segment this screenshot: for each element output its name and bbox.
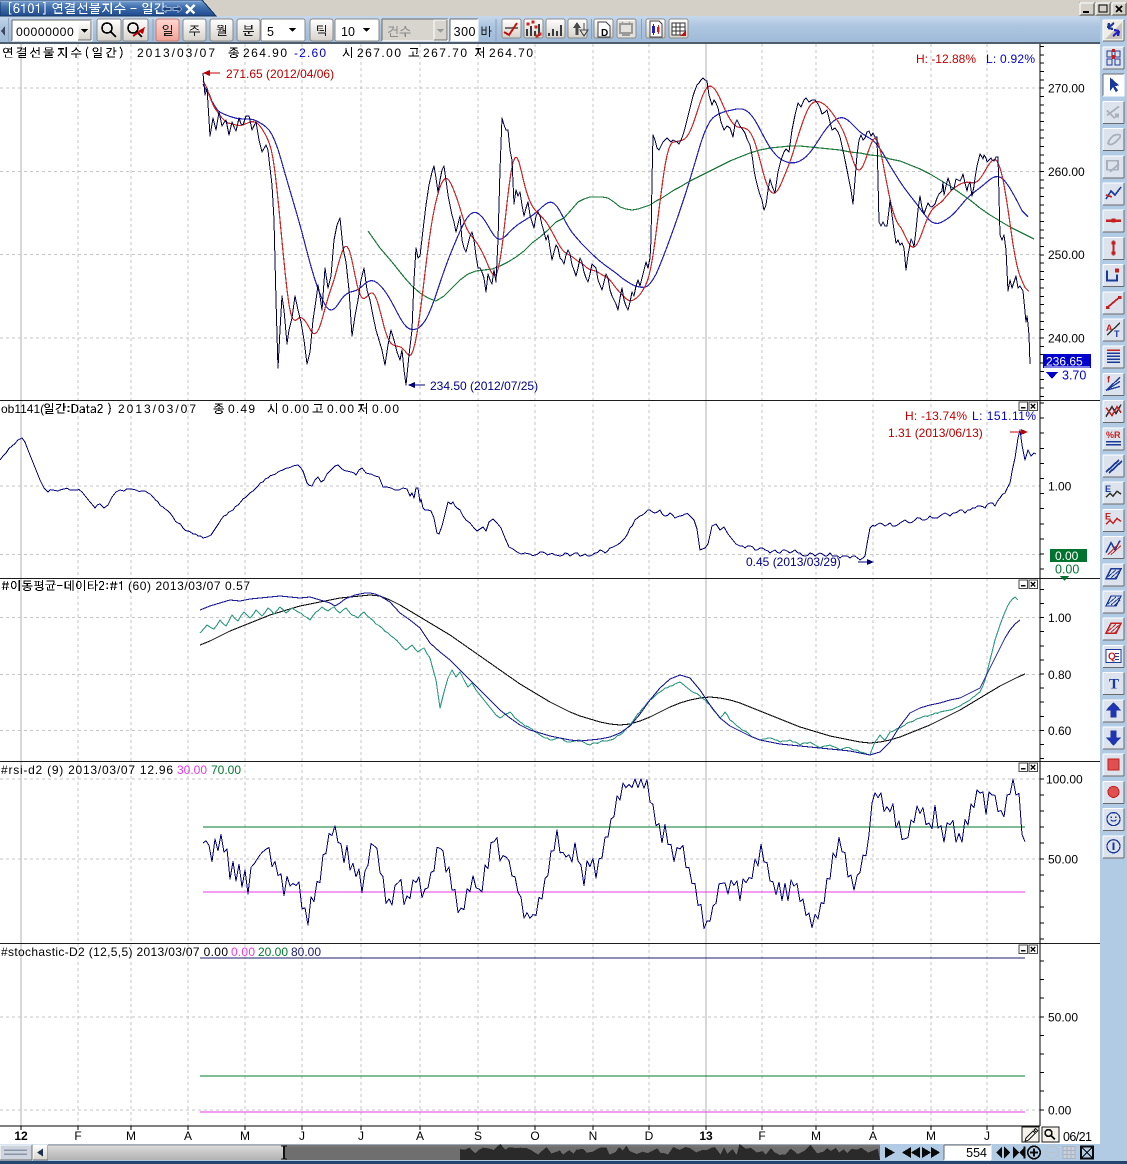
svg-text:234.50 (2012/07/25): 234.50 (2012/07/25) [430, 379, 538, 393]
svg-text:300: 300 [454, 25, 476, 39]
svg-text:L: 0.92%: L: 0.92% [986, 52, 1035, 66]
svg-text:271.65 (2012/04/06): 271.65 (2012/04/06) [226, 67, 334, 81]
svg-text:J: J [984, 1129, 990, 1143]
svg-text:L: 151.11%: L: 151.11% [972, 409, 1036, 423]
svg-text:270.00: 270.00 [1048, 82, 1085, 96]
svg-text:0.00: 0.00 [1055, 563, 1079, 577]
svg-text:f: f [1107, 374, 1111, 384]
svg-text:J: J [358, 1129, 364, 1143]
svg-text:0.00: 0.00 [1048, 1104, 1072, 1118]
svg-text:236.65: 236.65 [1046, 355, 1083, 369]
svg-text:O: O [530, 1129, 539, 1143]
svg-text:13: 13 [699, 1129, 713, 1143]
svg-text:F: F [758, 1129, 765, 1143]
svg-text:0.49: 0.49 [228, 402, 255, 416]
svg-text:267.70: 267.70 [423, 46, 467, 60]
svg-text:2013/03/07: 2013/03/07 [118, 402, 196, 416]
svg-text:30.00: 30.00 [177, 763, 207, 777]
svg-text:5: 5 [267, 25, 274, 39]
svg-text:0.00: 0.00 [231, 945, 255, 959]
svg-text:H: -13.74%: H: -13.74% [905, 409, 967, 423]
svg-text:T: T [1114, 329, 1120, 339]
svg-text:1.00: 1.00 [1048, 480, 1072, 494]
svg-text:M: M [240, 1129, 250, 1143]
svg-text:%R: %R [1106, 430, 1121, 440]
svg-text:264.90: 264.90 [243, 46, 287, 60]
svg-text:A: A [869, 1129, 877, 1143]
svg-text:T: T [1109, 677, 1119, 693]
svg-text:E: E [1105, 484, 1111, 494]
svg-text:264.70: 264.70 [489, 46, 533, 60]
svg-text:240.00: 240.00 [1048, 331, 1085, 345]
svg-text:1.00: 1.00 [1048, 611, 1072, 625]
svg-text:ob1141(: ob1141( [1, 402, 44, 416]
svg-text:50.00: 50.00 [1048, 1011, 1078, 1025]
svg-text:0.00: 0.00 [282, 402, 309, 416]
svg-text:0.00: 0.00 [327, 402, 354, 416]
svg-text:N: N [589, 1129, 598, 1143]
svg-text:100.00: 100.00 [1046, 773, 1083, 787]
svg-text:267.00: 267.00 [357, 46, 401, 60]
svg-text:D: D [645, 1129, 654, 1143]
svg-text:J: J [299, 1129, 305, 1143]
svg-text:2013/03/07: 2013/03/07 [137, 46, 215, 60]
svg-text:0.80: 0.80 [1048, 668, 1072, 682]
svg-text:0.00: 0.00 [372, 402, 399, 416]
svg-text:554: 554 [966, 1146, 987, 1160]
svg-text:Q: Q [1108, 651, 1116, 662]
svg-text:A: A [1106, 323, 1113, 333]
svg-text:0.60: 0.60 [1048, 724, 1072, 738]
svg-text:-2.60: -2.60 [294, 46, 326, 60]
svg-text:3.70: 3.70 [1062, 369, 1086, 383]
svg-text:E: E [1105, 511, 1111, 521]
svg-text:1.31 (2013/06/13): 1.31 (2013/06/13) [888, 426, 983, 440]
svg-text:D: D [601, 28, 608, 39]
svg-text:F: F [74, 1129, 81, 1143]
svg-text:S: S [474, 1129, 482, 1143]
svg-text:10: 10 [341, 25, 355, 39]
svg-text:#rsi-d2 (9) 2013/03/07 12.96: #rsi-d2 (9) 2013/03/07 12.96 [1, 763, 173, 777]
svg-text:250.00: 250.00 [1048, 248, 1085, 262]
svg-text:12: 12 [14, 1129, 28, 1143]
svg-text:A: A [416, 1129, 424, 1143]
svg-text:M: M [126, 1129, 136, 1143]
svg-text:80.00: 80.00 [291, 945, 321, 959]
svg-text:00000000: 00000000 [16, 25, 74, 39]
svg-text:A: A [184, 1129, 192, 1143]
svg-text:06/21: 06/21 [1063, 1130, 1092, 1144]
svg-text:0.45 (2013/03/29): 0.45 (2013/03/29) [746, 555, 841, 569]
svg-text:H: -12.88%: H: -12.88% [916, 52, 976, 66]
svg-text:260.00: 260.00 [1048, 165, 1085, 179]
svg-text:0.00: 0.00 [1055, 549, 1079, 563]
svg-text:#stochastic-D2 (12,5,5) 2013/: #stochastic-D2 (12,5,5) 2013/03/07 0.00 [1, 945, 228, 959]
svg-text:M: M [926, 1129, 936, 1143]
svg-text:(60) 2013/03/07 0.57: (60) 2013/03/07 0.57 [128, 579, 250, 593]
svg-text:M: M [811, 1129, 821, 1143]
svg-text:70.00: 70.00 [211, 763, 241, 777]
svg-text:20.00: 20.00 [258, 945, 288, 959]
svg-text:50.00: 50.00 [1048, 853, 1078, 867]
